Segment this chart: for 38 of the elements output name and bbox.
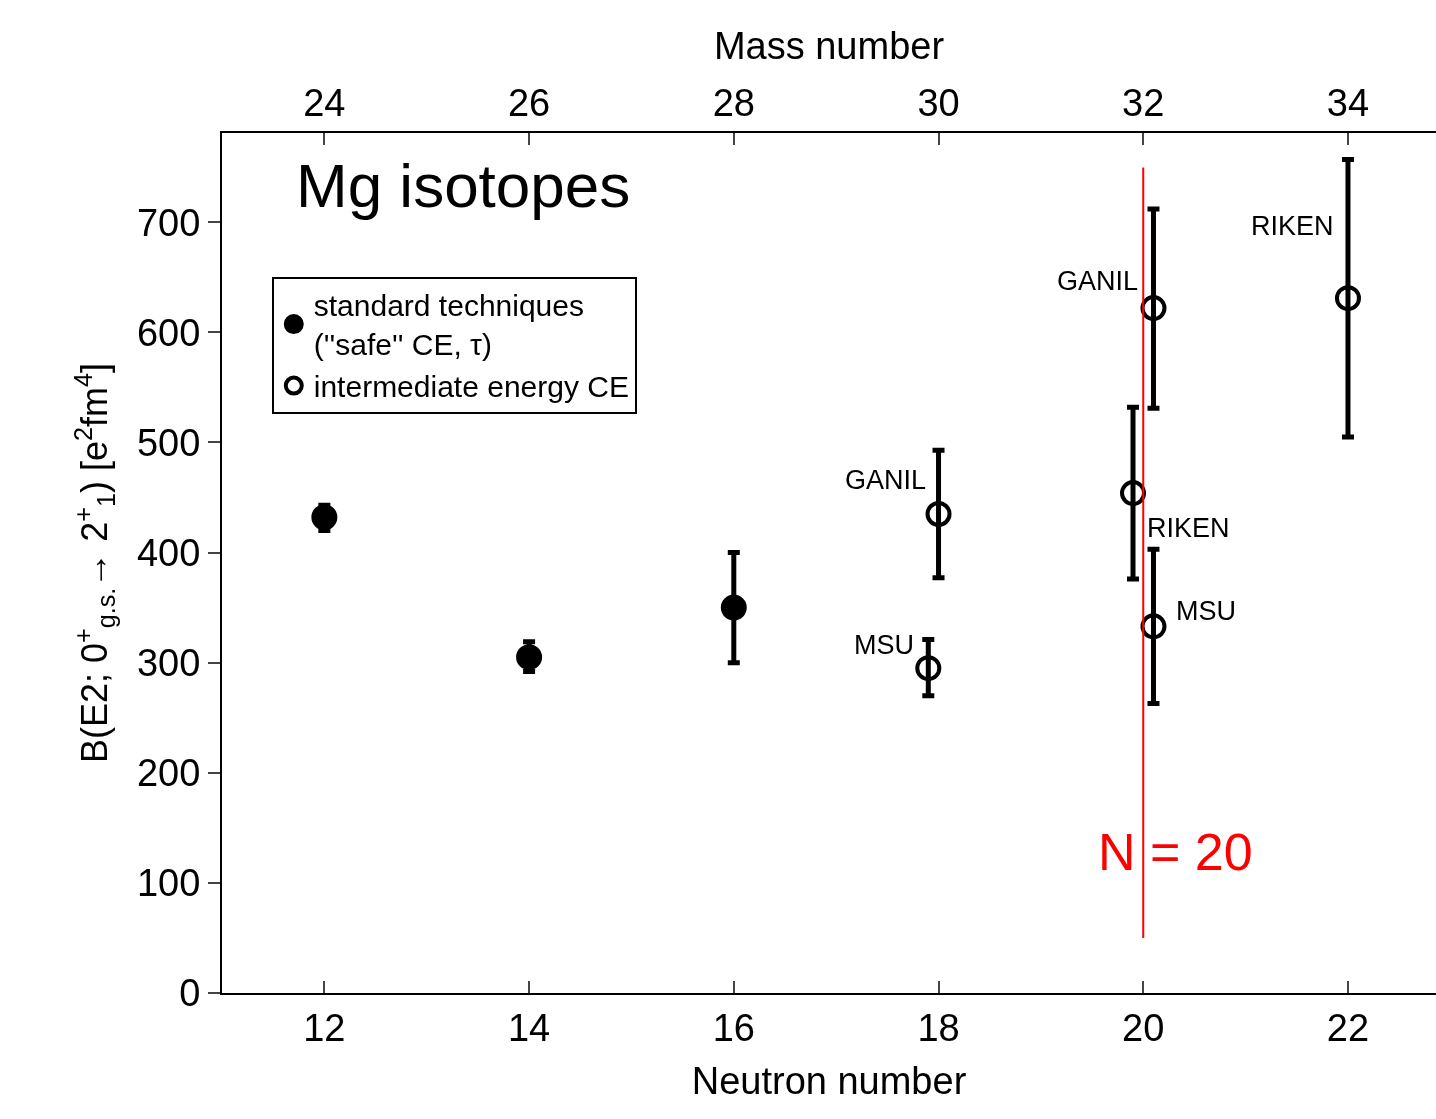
- y-tick-label: 600: [136, 311, 201, 354]
- y-tick-label: 700: [136, 201, 201, 244]
- chart-title: Mg isotopes: [296, 150, 631, 220]
- x-tick-label: 16: [712, 1006, 755, 1049]
- y-tick-label: 300: [136, 641, 201, 684]
- point: [915, 655, 942, 682]
- y-tick-label: 200: [136, 752, 201, 795]
- legend-label: standard techniques (''safe'' CE, τ): [313, 289, 584, 362]
- x-tick-label: 20: [1122, 1006, 1165, 1049]
- x-axis-title: Neutron number: [691, 1060, 967, 1103]
- annotation: GANIL: [845, 465, 927, 495]
- point: [1334, 285, 1361, 312]
- point: [925, 501, 952, 527]
- x2-tick-label: 24: [303, 81, 346, 124]
- point: [720, 594, 747, 621]
- annotation: GANIL: [1057, 266, 1139, 296]
- annotation: RIKEN: [1251, 211, 1334, 241]
- annotation: MSU: [1176, 596, 1236, 626]
- x2-tick-label: 32: [1122, 81, 1165, 124]
- x-tick-label: 22: [1326, 1006, 1370, 1049]
- legend-label: intermediate energy CE: [313, 370, 629, 404]
- x2-tick-label: 34: [1326, 81, 1370, 124]
- y-tick-label: 500: [136, 421, 201, 464]
- annotation: RIKEN: [1147, 513, 1230, 543]
- x2-tick-label: 30: [917, 81, 960, 124]
- x-tick-label: 12: [303, 1006, 346, 1049]
- x2-tick-label: 26: [507, 81, 551, 124]
- x-tick-label: 18: [917, 1006, 960, 1049]
- point: [311, 504, 338, 531]
- y-tick-label: 100: [136, 862, 201, 905]
- point: [516, 644, 543, 671]
- y-tick-label: 400: [136, 531, 201, 574]
- y-tick-label: 0: [179, 972, 201, 1015]
- x-tick-label: 14: [507, 1006, 551, 1049]
- annotation: MSU: [854, 630, 914, 660]
- x2-tick-label: 28: [712, 81, 755, 124]
- ref-line-label: N = 20: [1098, 823, 1253, 881]
- x2-axis-title: Mass number: [713, 25, 945, 68]
